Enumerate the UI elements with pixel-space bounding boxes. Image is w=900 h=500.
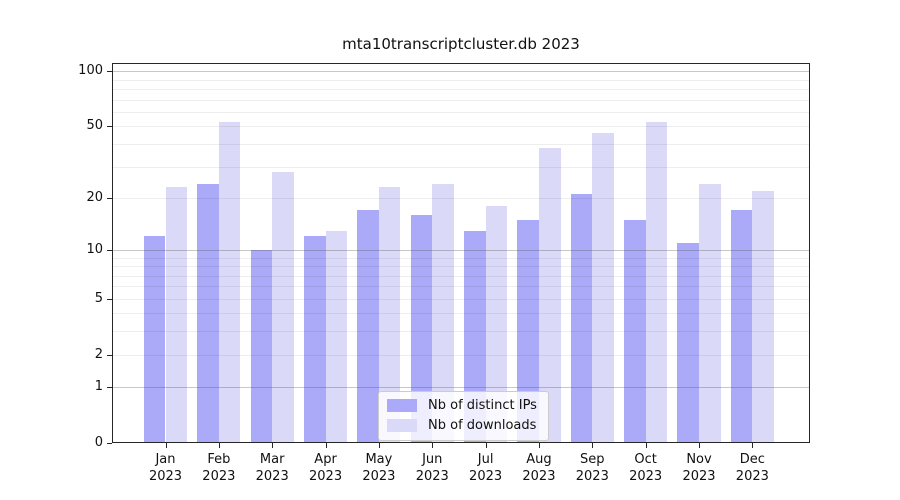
bar-downloads-nov: [699, 183, 721, 443]
x-tick-label: Aug 2023: [522, 452, 556, 484]
gridline-minor: [112, 354, 810, 356]
bar-distinct-ips-jan: [143, 236, 166, 443]
gridline-minor: [112, 79, 810, 81]
legend-swatch-downloads-icon: [387, 419, 417, 432]
gridline-minor: [112, 313, 810, 315]
gridline-minor: [112, 286, 810, 288]
y-tick-label: 0: [94, 435, 103, 450]
y-tick-label: 10: [86, 241, 103, 257]
legend: Nb of distinct IPs Nb of downloads: [378, 391, 549, 441]
y-tick-mark: [107, 354, 112, 356]
gridline-minor: [112, 275, 810, 277]
bar-downloads-feb: [218, 121, 241, 443]
bar-distinct-ips-aug: [517, 219, 539, 443]
x-tick-mark: [325, 443, 327, 448]
bar-distinct-ips-feb: [197, 183, 219, 443]
gridline-minor: [112, 331, 810, 333]
gridline-major: [112, 387, 810, 389]
gridline-minor: [112, 126, 810, 128]
x-tick-label: Sep 2023: [575, 452, 609, 484]
gridline-minor: [112, 89, 810, 91]
bar-downloads-sep: [592, 132, 614, 443]
legend-item-distinct-ips: Nb of distinct IPs: [387, 397, 537, 414]
y-tick-label: 20: [86, 189, 103, 205]
x-tick-label: May 2023: [362, 452, 396, 484]
y-tick-label: 5: [94, 290, 103, 306]
x-tick-mark: [165, 443, 167, 448]
bar-distinct-ips-sep: [570, 194, 593, 443]
y-tick-mark: [107, 197, 112, 199]
gridline-minor: [112, 99, 810, 101]
legend-swatch-distinct-ips-icon: [387, 399, 417, 412]
y-tick-mark: [107, 126, 112, 128]
bar-distinct-ips-jun: [410, 214, 433, 443]
gridline-major: [112, 71, 810, 73]
x-tick-mark: [272, 443, 274, 448]
x-tick-label: Feb 2023: [202, 452, 236, 484]
bar-downloads-jul: [485, 205, 508, 443]
x-tick-label: Nov 2023: [682, 452, 716, 484]
bar-downloads-dec: [752, 190, 774, 443]
x-tick-mark: [432, 443, 434, 448]
chart-title: mta10transcriptcluster.db 2023: [342, 35, 580, 53]
bar-downloads-mar: [272, 171, 294, 443]
bar-downloads-jan: [165, 187, 188, 443]
x-tick-label: Oct 2023: [629, 452, 663, 484]
x-tick-label: Jan 2023: [148, 452, 183, 484]
bar-downloads-apr: [325, 230, 348, 443]
gridline-minor: [112, 197, 810, 199]
bar-distinct-ips-apr: [303, 236, 326, 443]
x-tick-mark: [699, 443, 700, 448]
y-tick-mark: [107, 387, 112, 389]
y-tick-label: 50: [86, 118, 103, 134]
x-tick-label: Mar 2023: [255, 452, 289, 484]
legend-label-downloads: Nb of downloads: [428, 418, 537, 433]
y-tick-label: 1: [94, 379, 103, 395]
gridline-minor: [112, 166, 810, 168]
gridline-minor: [112, 257, 810, 259]
bar-downloads-may: [378, 187, 401, 443]
gridline-minor: [112, 111, 810, 113]
x-tick-label: Apr 2023: [309, 452, 343, 484]
y-tick-label: 2: [94, 346, 103, 362]
bar-distinct-ips-may: [357, 210, 379, 443]
x-tick-mark: [538, 443, 540, 448]
bar-downloads-aug: [538, 148, 561, 443]
bar-distinct-ips-nov: [677, 242, 699, 443]
x-tick-mark: [645, 443, 647, 448]
y-tick-mark: [107, 443, 112, 444]
x-tick-mark: [218, 443, 220, 448]
x-tick-mark: [378, 443, 380, 448]
x-tick-mark: [485, 443, 487, 448]
x-tick-mark: [592, 443, 594, 448]
x-tick-mark: [752, 443, 754, 448]
gridline-major: [112, 249, 810, 251]
x-tick-label: Dec 2023: [735, 452, 769, 484]
bar-downloads-jun: [432, 183, 454, 443]
legend-label-distinct-ips: Nb of distinct IPs: [428, 398, 537, 413]
legend-item-downloads: Nb of downloads: [387, 417, 537, 434]
bar-distinct-ips-jul: [464, 230, 486, 443]
y-tick-mark: [107, 249, 112, 251]
bar-downloads-oct: [645, 121, 668, 443]
y-tick-label: 100: [78, 63, 103, 79]
y-tick-mark: [107, 71, 112, 73]
x-tick-label: Jul 2023: [469, 452, 503, 484]
x-tick-label: Jun 2023: [415, 452, 449, 484]
gridline-minor: [112, 143, 810, 145]
bar-distinct-ips-oct: [624, 219, 646, 443]
bar-distinct-ips-mar: [250, 249, 273, 443]
gridline-minor: [112, 298, 810, 300]
bar-distinct-ips-dec: [730, 210, 753, 443]
gridline-minor: [112, 266, 810, 268]
y-tick-mark: [107, 298, 112, 300]
